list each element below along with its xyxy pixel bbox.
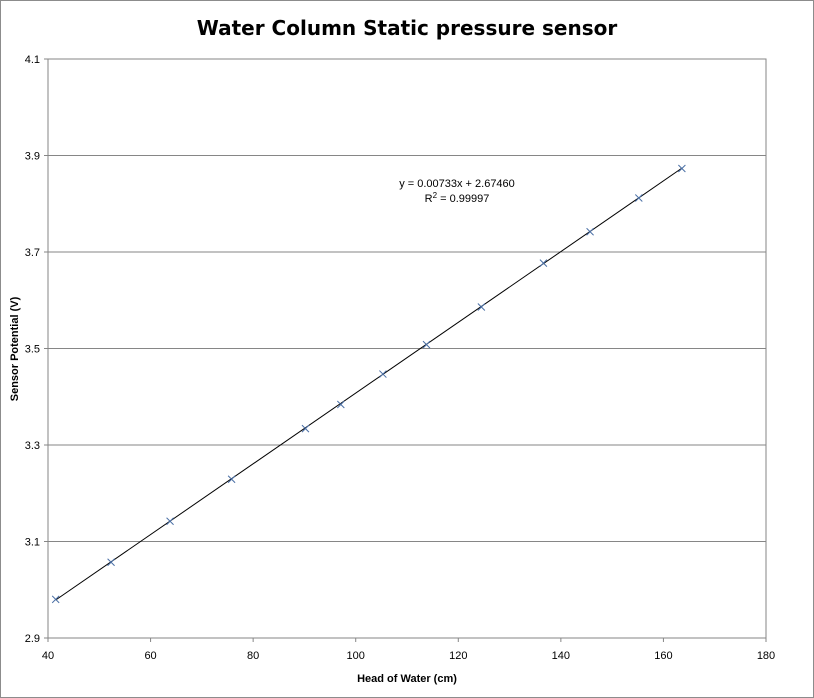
y-tick-label-3: 3.5 (25, 344, 40, 356)
r-squared-symbol: R (425, 193, 433, 205)
x-axis-label: Head of Water (cm) (357, 673, 457, 685)
x-tick-label-5: 140 (552, 650, 570, 662)
data-point-6 (379, 370, 387, 378)
trendline (55, 167, 683, 601)
data-point-5 (336, 400, 345, 409)
data-point-10 (586, 227, 594, 236)
data-point-11 (634, 194, 643, 202)
data-point-0 (51, 595, 60, 604)
data-point-8 (477, 303, 486, 311)
x-axis-ticks: 40 60 80 100 120 140 160 180 (42, 638, 775, 662)
x-tick-label-4: 120 (449, 650, 467, 662)
r-squared-value: = 0.99997 (437, 193, 489, 205)
x-tick-label-6: 160 (654, 650, 672, 662)
data-point-12 (678, 164, 686, 173)
y-tick-label-6: 4.1 (25, 54, 40, 66)
grid-lines (48, 58, 766, 639)
data-point-2 (166, 517, 174, 526)
x-tick-label-3: 100 (347, 650, 365, 662)
x-tick-label-1: 60 (144, 650, 156, 662)
y-tick-label-2: 3.3 (25, 440, 40, 452)
x-tick-label-0: 40 (42, 650, 54, 662)
data-point-1 (107, 558, 115, 567)
chart-title: Water Column Static pressure sensor (197, 16, 618, 40)
r-squared-label: R2 = 0.99997 (425, 191, 490, 205)
y-tick-label-0: 2.9 (25, 633, 40, 645)
data-point-7 (422, 340, 431, 349)
y-tick-label-1: 3.1 (25, 537, 40, 549)
y-tick-label-5: 3.9 (25, 151, 40, 163)
x-tick-label-2: 80 (247, 650, 259, 662)
y-axis-label: Sensor Potential (V) (9, 296, 21, 401)
y-tick-label-4: 3.7 (25, 247, 40, 259)
data-point-9 (539, 259, 548, 267)
data-point-4 (301, 424, 310, 433)
r-squared-exponent: 2 (433, 191, 438, 200)
y-axis-ticks: 2.9 3.1 3.3 3.5 3.7 3.9 4.1 (25, 54, 48, 645)
trendline-equation: y = 0.00733x + 2.67460 (399, 178, 515, 190)
data-points (51, 164, 686, 604)
x-tick-label-7: 180 (757, 650, 775, 662)
data-point-3 (227, 475, 236, 484)
